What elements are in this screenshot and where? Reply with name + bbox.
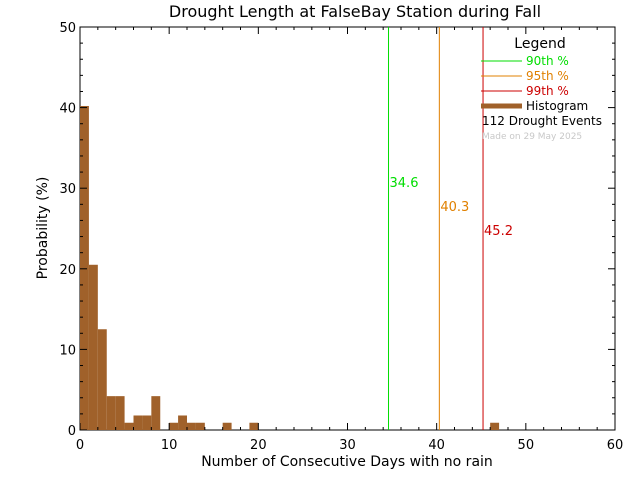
histogram-bar xyxy=(80,105,89,430)
histogram-bar xyxy=(490,422,500,430)
x-tick-label: 0 xyxy=(76,438,84,453)
percentile-value-label: 40.3 xyxy=(440,200,469,215)
histogram-bar xyxy=(115,396,125,430)
legend-label-histogram: Histogram xyxy=(526,99,588,113)
histogram-bar xyxy=(142,415,152,430)
histogram-bar xyxy=(88,264,98,430)
y-tick-label: 50 xyxy=(59,21,76,36)
x-tick-label: 30 xyxy=(339,438,356,453)
legend-label: 99th % xyxy=(526,84,569,98)
percentile-value-label: 34.6 xyxy=(390,176,419,191)
legend-title: Legend xyxy=(514,36,565,52)
x-axis-label: Number of Consecutive Days with no rain xyxy=(201,454,493,470)
legend-label: 95th % xyxy=(526,69,569,83)
y-tick-label: 40 xyxy=(59,102,76,117)
x-tick-label: 60 xyxy=(607,438,624,453)
histogram-bar xyxy=(97,329,107,430)
legend-events: 112 Drought Events xyxy=(482,114,602,128)
y-tick-label: 30 xyxy=(59,182,76,197)
histogram-bar xyxy=(222,422,232,430)
histogram-bar xyxy=(178,415,187,430)
x-tick-label: 50 xyxy=(518,438,535,453)
axes: 0 10 20 30 40 50 60 0 10 20 30 40 50 xyxy=(59,21,623,453)
x-tick-label: 10 xyxy=(161,438,178,453)
x-tick-label: 40 xyxy=(428,438,445,453)
histogram-bar xyxy=(195,422,205,430)
made-on-note: Made on 29 May 2025 xyxy=(482,132,582,142)
x-tick-label: 20 xyxy=(250,438,267,453)
histogram-bar xyxy=(187,422,196,430)
histogram-bar xyxy=(106,396,116,430)
histogram-bar xyxy=(124,422,134,430)
histogram-bar xyxy=(151,396,161,430)
legend-label: 90th % xyxy=(526,54,569,68)
histogram-bar xyxy=(249,422,259,430)
y-tick-label: 20 xyxy=(59,263,76,278)
y-axis-label: Probability (%) xyxy=(35,177,51,280)
y-tick-label: 10 xyxy=(59,343,76,358)
y-tick-label: 0 xyxy=(68,424,76,439)
percentile-value-label: 45.2 xyxy=(484,224,513,239)
histogram-bar xyxy=(169,422,179,430)
percentile-lines: 34.6 40.3 45.2 xyxy=(388,27,513,430)
chart-title: Drought Length at FalseBay Station durin… xyxy=(169,2,541,21)
histogram-bar xyxy=(133,415,143,430)
histogram-bars xyxy=(80,105,500,430)
